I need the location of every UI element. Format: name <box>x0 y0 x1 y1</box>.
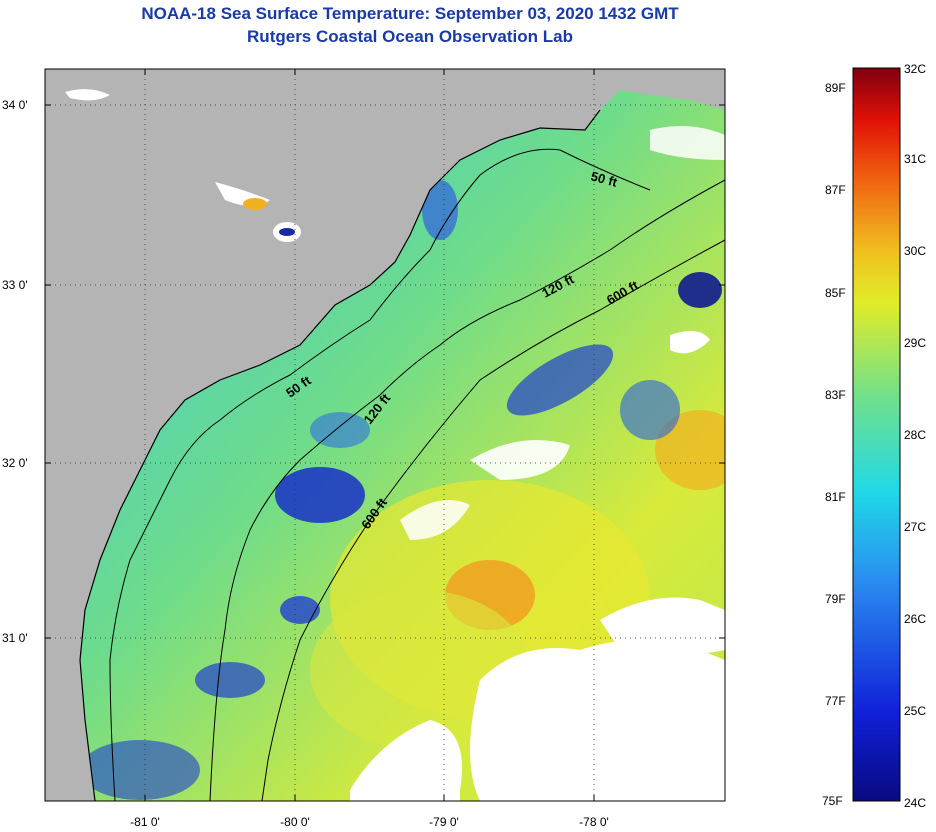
colorbar-c-label: 32C <box>904 62 927 76</box>
cool-patch <box>422 180 458 240</box>
lon-tick-label: -81 0' <box>130 815 160 829</box>
cool-patch <box>275 467 365 523</box>
cloud-mask <box>470 440 570 480</box>
map-frame <box>44 68 726 802</box>
coastline <box>79 109 601 801</box>
cool-patch <box>678 272 722 308</box>
axis-ticks <box>45 69 725 801</box>
colorbar-c-label: 24C <box>904 796 927 810</box>
colorbar-f-label: 79F <box>825 592 846 606</box>
cool-patch <box>195 662 265 698</box>
colorbar-c-label: 27C <box>904 520 927 534</box>
inland-lake <box>279 228 295 236</box>
colorbar-c-label: 28C <box>904 428 927 442</box>
map-subtitle: Rutgers Coastal Ocean Observation Lab <box>247 27 573 46</box>
cool-patch <box>506 344 614 416</box>
isobath-50ft <box>109 148 651 801</box>
graticule <box>45 69 725 801</box>
land-mass <box>590 69 725 110</box>
land-mass <box>45 69 600 801</box>
colorbar-f-label: 85F <box>825 286 846 300</box>
inland-lake <box>243 198 267 210</box>
colorbar-f-label: 75F <box>822 794 843 808</box>
warm-patch-east <box>655 410 725 490</box>
cool-patch <box>80 740 200 800</box>
cloud-mask <box>650 126 725 160</box>
cool-patch <box>280 596 320 624</box>
colorbar-f-label: 87F <box>825 183 846 197</box>
colorbar-f-label: 81F <box>825 490 846 504</box>
colorbar-c-label: 31C <box>904 152 927 166</box>
inland-cloud <box>65 89 110 101</box>
colorbar-f-label: 89F <box>825 81 846 95</box>
lon-tick-label: -80 0' <box>280 815 310 829</box>
cloud-mask <box>600 597 725 655</box>
lat-tick-label: 31 0' <box>2 631 28 645</box>
cloud-mask <box>470 640 725 801</box>
colorbar-f-label: 77F <box>825 694 846 708</box>
map-title: NOAA-18 Sea Surface Temperature: Septemb… <box>141 4 679 23</box>
colorbar <box>852 67 901 802</box>
lon-tick-label: -78 0' <box>579 815 609 829</box>
lat-tick-label: 33 0' <box>2 278 28 292</box>
isobath-600ft <box>261 239 725 801</box>
lat-tick-label: 32 0' <box>2 456 28 470</box>
isobath-120ft <box>209 179 725 801</box>
colorbar-f-label: 83F <box>825 388 846 402</box>
colorbar-c-label: 30C <box>904 244 927 258</box>
colorbar-c-label: 26C <box>904 612 927 626</box>
contour-label: 50 ft <box>589 168 619 190</box>
lon-tick-label: -79 0' <box>429 815 459 829</box>
cool-patch <box>620 380 680 440</box>
cloud-mask <box>400 500 470 540</box>
lat-tick-label: 34 0' <box>2 98 28 112</box>
cloud-mask <box>350 720 462 801</box>
cloud-mask <box>670 331 710 354</box>
colorbar-c-label: 29C <box>904 336 927 350</box>
colorbar-c-label: 25C <box>904 704 927 718</box>
